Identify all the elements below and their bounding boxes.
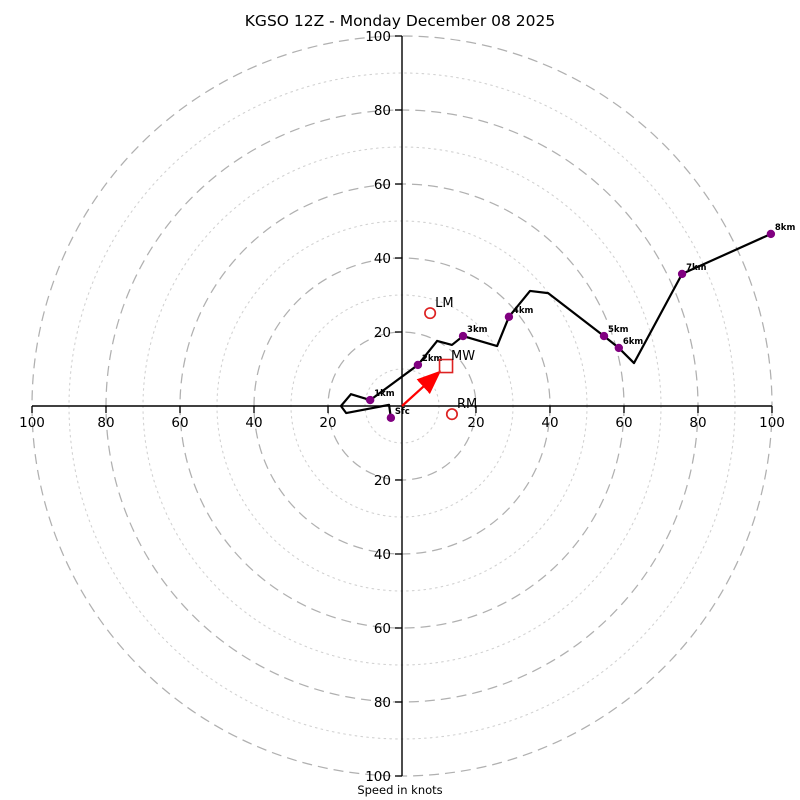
x-axis-tick-label: 20 [319,415,336,431]
y-axis-tick-label: 100 [365,29,391,45]
altitude-dot-3km [458,331,468,341]
x-axis-tick-label: 60 [615,415,632,431]
altitude-label-sfc: Sfc [395,407,410,417]
x-axis-tick-label: 100 [19,415,45,431]
storm-marker-label-mw: MW [451,349,475,364]
x-axis-tick-label: 20 [467,415,484,431]
chart-title: KGSO 12Z - Monday December 08 2025 [245,12,555,30]
altitude-dot-6km [614,343,624,353]
altitude-dot-4km [504,312,514,322]
altitude-label-6km: 6km [623,337,644,347]
storm-motion-markers: LM MW RM [424,296,477,421]
y-axis-tick-label: 40 [374,251,391,267]
altitude-label-7km: 7km [686,263,707,273]
storm-marker-mw [438,358,454,374]
y-axis-tick-label: 100 [365,769,391,785]
x-axis-tick-label: 40 [245,415,262,431]
x-axis-tick-label: 80 [689,415,706,431]
mean-wind-arrow [401,370,442,407]
altitude-label-1km: 1km [374,389,395,399]
altitude-label-8km: 8km [775,223,796,233]
altitude-dot-8km [766,229,776,239]
altitude-dot-1km [365,395,375,405]
storm-marker-label-rm: RM [457,397,477,412]
altitude-dot-sfc [386,413,396,423]
storm-marker-lm [424,307,437,320]
wind-trace-line [339,232,772,418]
y-axis-tick-label: 40 [374,547,391,563]
altitude-dot-7km [677,269,687,279]
storm-marker-rm [445,408,458,421]
y-axis-tick-label: 60 [374,621,391,637]
y-axis-tick-label: 60 [374,177,391,193]
mean-wind-arrow-group [401,370,442,407]
altitude-dot-2km [413,360,423,370]
altitude-dot-5km [599,331,609,341]
x-axis-tick-label: 60 [171,415,188,431]
x-axis-tick-label: 40 [541,415,558,431]
y-axis-tick-label: 20 [374,473,391,489]
storm-marker-label-lm: LM [435,296,453,311]
x-axis-label: Speed in knots [357,783,442,797]
y-axis-tick-label: 80 [374,103,391,119]
altitude-label-2km: 2km [422,354,443,364]
x-axis-tick-label: 100 [759,415,785,431]
x-axis-tick-label: 80 [97,415,114,431]
altitude-label-3km: 3km [467,325,488,335]
y-axis-tick-label: 20 [374,325,391,341]
y-axis-tick-label: 80 [374,695,391,711]
altitude-label-4km: 4km [513,306,534,316]
altitude-label-5km: 5km [608,325,629,335]
